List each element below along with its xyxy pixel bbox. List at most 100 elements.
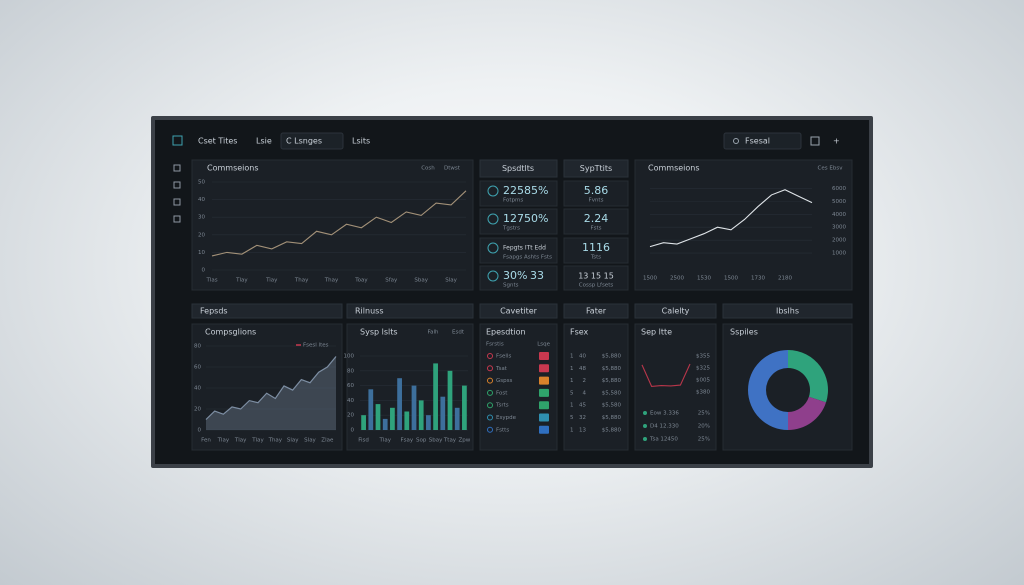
stat-value: 30% [503,269,527,282]
side-icon[interactable] [173,198,181,206]
section-header[interactable] [722,303,853,319]
stat-card [563,237,629,264]
stat-label: Tgstrs [502,226,520,232]
stat-card [563,208,629,235]
app-icon[interactable] [172,135,183,146]
search-box[interactable] [723,132,802,150]
x-tick-label: Thay [324,278,339,284]
row-swatch [539,352,549,360]
chart-annotation: Esdt [452,330,465,336]
tab[interactable]: Lsie [256,137,272,146]
table-cell: $5,880 [602,427,622,433]
bar [368,389,374,430]
stat-card [479,265,558,291]
x-tick-label: Tlay [235,278,248,284]
y-tick-label: 40 [198,197,205,203]
table-cell: 1 [570,403,574,409]
toolbar-icon[interactable]: + [833,137,840,146]
side-icon[interactable] [173,164,181,172]
stat-value: 2.24 [584,212,609,225]
line [641,363,691,387]
bar [454,407,460,430]
side-icon[interactable] [173,215,181,223]
row-swatch [539,413,549,422]
chart-title: Sep ltte [641,328,672,337]
row-label: Gspss [496,378,512,384]
x-tick-label: Sop [416,438,427,444]
row-label: Tsrts [495,403,509,409]
x-tick-label: Slay [304,438,316,444]
pie-slice [788,350,828,403]
stat-card [563,180,629,207]
stat-label: Fsts [590,226,601,232]
bar [390,407,395,430]
table-cell: 48 [579,366,586,372]
row-dot [643,424,647,428]
bar [361,415,366,430]
bar [404,411,410,430]
row-value: 20% [698,424,710,430]
line [649,189,813,248]
row-label: D4 12.330 [650,424,679,430]
section-header[interactable] [634,303,717,319]
bar [397,378,402,430]
tab[interactable]: C Lsnges [286,137,322,146]
y-tick-label: 10 [198,250,205,256]
column-header: Fsrstis [486,342,504,348]
row-dot [487,426,493,433]
line [211,190,467,257]
table-cell: $5,880 [602,366,622,372]
y-tick-label: 0 [198,428,202,434]
x-tick-label: Thay [268,438,283,444]
table-cell: $5,580 [602,403,622,409]
row-label: Fsells [496,354,511,360]
y-tick-label: 2000 [832,238,846,244]
table-cell: 5 [570,415,574,421]
section-title: Cavetiter [500,307,538,316]
chart-title: Commseions [648,164,700,173]
stat-card [479,208,558,235]
x-tick-label: 1530 [697,276,711,282]
panel-header [563,159,629,178]
brand[interactable]: Cset Tites [198,137,237,146]
side-icon[interactable] [173,181,181,189]
column-header: Lsqe [537,342,550,348]
y-tick-label: 80 [347,368,354,374]
x-tick-label: Tlas [205,278,217,284]
search-text[interactable]: Fsesal [745,137,770,146]
stat-label: Fotpms [503,198,523,204]
table-cell: 45 [579,403,586,409]
section-header[interactable] [563,303,629,319]
tab-box[interactable] [280,132,344,150]
x-tick-label: Fsay [400,438,413,444]
table-cell: 5 [570,390,574,396]
stat-label: Cossp Lfsets [579,283,614,289]
table-cell: 2 [583,378,587,384]
row-value: 25% [698,411,710,417]
panel [634,323,717,451]
row-dot [487,377,493,384]
section-header[interactable] [479,303,558,319]
area [206,356,336,430]
stat-value: 12750% [503,212,548,225]
stat-icon [487,185,499,197]
x-tick-label: Toay [354,278,368,284]
toolbar-icon[interactable] [810,136,820,146]
table-cell: 40 [579,354,586,360]
stat-value: 5.86 [584,184,609,197]
table-cell: $5,880 [602,378,622,384]
table-cell: 1 [570,378,574,384]
chart-annotation: Ces Ebsv [818,166,844,172]
section-header[interactable] [346,303,474,319]
stat-label: Tsts [590,255,601,261]
legend-label: Fsesl ltes [303,343,329,349]
value-label: $005 [696,378,710,384]
chart-annotation: Falh [427,330,439,336]
bar [411,385,417,430]
tab[interactable]: Lsits [352,137,370,146]
x-tick-label: Thay [294,278,309,284]
panel-title: Spsdtlts [502,164,534,173]
y-tick-label: 20 [194,407,201,413]
section-header[interactable] [191,303,343,319]
